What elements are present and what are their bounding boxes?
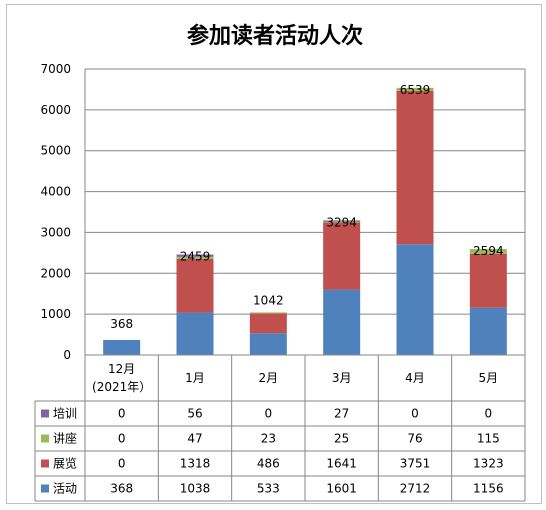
x-category-label: 5月 — [479, 371, 499, 385]
table-cell-value: 0 — [265, 407, 273, 421]
data-label-total: 2594 — [473, 244, 504, 258]
data-label-total: 2459 — [180, 250, 211, 264]
bar-segment — [176, 312, 214, 355]
bar-segment — [469, 253, 507, 308]
table-cell-value: 47 — [187, 432, 202, 446]
legend-label: 展览 — [53, 456, 77, 471]
legend-key — [41, 459, 49, 468]
bar-segment — [249, 312, 287, 314]
bar-segment — [469, 249, 507, 254]
y-tick-label: 1000 — [40, 307, 71, 321]
table-cell-value: 533 — [257, 482, 280, 496]
table-cell-value: 25 — [334, 432, 349, 446]
y-tick-label: 2000 — [40, 266, 71, 280]
table-cell-value: 1323 — [473, 457, 504, 471]
bar-segment — [323, 222, 361, 290]
bar-layer: 368 2459 1042 3294 6539 2594 — [103, 83, 507, 355]
x-category-label: 4月 — [405, 371, 425, 385]
data-label-total: 368 — [110, 317, 133, 331]
legend-key — [41, 434, 49, 443]
chart-svg: 参加读者活动人次 0 1000 2000 3000 4000 5000 6000 7000 3… — [34, 23, 526, 502]
x-category-label: 1月 — [185, 371, 205, 385]
table-cell-value: 23 — [261, 432, 276, 446]
table-cell-value: 1641 — [326, 457, 357, 471]
y-tick-label: 6000 — [40, 103, 71, 117]
table-cell-value: 0 — [485, 407, 493, 421]
x-category-sublabel: (2021年） — [92, 380, 151, 394]
bar-segment — [176, 254, 214, 257]
y-tick-label: 5000 — [40, 144, 71, 158]
table-cell-value: 27 — [334, 407, 349, 421]
table-cell-value: 486 — [257, 457, 280, 471]
table-cell-value: 56 — [187, 407, 202, 421]
y-tick-label: 7000 — [40, 62, 71, 76]
bar-segment — [469, 307, 507, 355]
y-tick-label: 4000 — [40, 185, 71, 199]
table-cell-value: 2712 — [400, 482, 431, 496]
table-cell-value: 1038 — [180, 482, 211, 496]
table-cell-value: 3751 — [400, 457, 431, 471]
bar-segment — [103, 339, 141, 355]
table-cell-value: 76 — [407, 432, 422, 446]
table-cell-value: 115 — [477, 432, 500, 446]
bar-segment — [323, 289, 361, 355]
data-label-total: 1042 — [253, 293, 284, 307]
y-tick-label: 3000 — [40, 225, 71, 239]
table-cell-value: 368 — [110, 482, 133, 496]
table-cell-value: 1156 — [473, 482, 504, 496]
legend-label: 培训 — [53, 406, 77, 421]
table-cell-value: 0 — [118, 432, 126, 446]
legend-label: 活动 — [53, 482, 77, 496]
bar-segment — [323, 221, 361, 223]
bar-segment — [396, 90, 434, 245]
table-cell-value: 0 — [118, 457, 126, 471]
y-tick-label: 0 — [63, 348, 71, 362]
table-cell-value: 0 — [411, 407, 419, 421]
legend-key — [41, 409, 49, 418]
legend-key — [41, 484, 49, 493]
chart-frame: 参加读者活动人次 0 1000 2000 3000 4000 5000 6000 7000 3… — [6, 4, 542, 504]
data-label-total: 6539 — [400, 83, 431, 97]
bar-segment — [249, 313, 287, 334]
bar-segment — [396, 244, 434, 355]
bar-segment — [176, 256, 214, 259]
bar-segment — [176, 258, 214, 313]
table-cell-value: 0 — [118, 407, 126, 421]
legend-label: 讲座 — [53, 431, 77, 446]
data-label-total: 3294 — [326, 215, 357, 229]
x-category-label: 12月 — [108, 362, 135, 376]
table-cell-value: 1601 — [326, 482, 357, 496]
bar-segment — [323, 220, 361, 222]
bar-segment — [249, 333, 287, 355]
chart-title: 参加读者活动人次 — [187, 23, 363, 49]
x-category-label: 2月 — [259, 371, 279, 385]
grid-layer: 0 1000 2000 3000 4000 5000 6000 7000 — [40, 62, 526, 362]
bar-segment — [396, 87, 434, 91]
table-cell-value: 1318 — [180, 457, 211, 471]
x-category-label: 3月 — [332, 371, 352, 385]
